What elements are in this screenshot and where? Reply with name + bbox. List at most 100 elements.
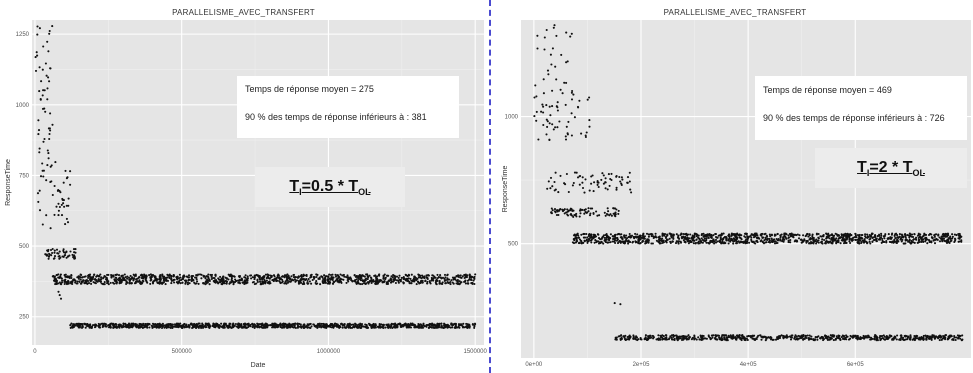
- data-point: [37, 133, 40, 136]
- data-point: [618, 335, 621, 338]
- data-point: [608, 184, 611, 187]
- data-point: [612, 207, 615, 210]
- data-point: [932, 239, 935, 242]
- data-point: [283, 282, 286, 285]
- data-point: [130, 277, 133, 280]
- data-point: [772, 338, 775, 341]
- data-point: [69, 326, 72, 329]
- data-point: [790, 232, 793, 235]
- data-point: [628, 335, 631, 338]
- data-point: [386, 282, 389, 285]
- data-point: [295, 279, 298, 282]
- data-point: [245, 323, 248, 326]
- data-point: [124, 324, 127, 327]
- data-point: [140, 273, 143, 276]
- data-point: [460, 281, 463, 284]
- data-point: [805, 241, 808, 244]
- data-point: [695, 235, 698, 238]
- data-point: [950, 239, 953, 242]
- data-point: [573, 116, 576, 119]
- data-point: [548, 122, 551, 125]
- data-point: [583, 232, 586, 236]
- data-point: [588, 214, 592, 217]
- data-point: [583, 191, 586, 194]
- data-point: [699, 338, 702, 341]
- data-point: [545, 133, 548, 136]
- data-point: [324, 324, 327, 327]
- data-point: [906, 336, 909, 339]
- data-point: [292, 276, 296, 279]
- data-point: [39, 175, 43, 178]
- data-point: [666, 238, 669, 241]
- data-point: [734, 235, 737, 238]
- data-point: [336, 274, 339, 277]
- data-point: [889, 236, 892, 239]
- data-point: [937, 233, 940, 236]
- data-point: [338, 325, 341, 328]
- data-point: [315, 275, 318, 279]
- data-point: [621, 237, 624, 240]
- data-point: [471, 323, 474, 326]
- data-point: [373, 325, 376, 328]
- data-point: [174, 325, 177, 328]
- data-point: [47, 157, 50, 160]
- data-point: [222, 281, 226, 285]
- data-point: [545, 28, 548, 32]
- data-point: [874, 236, 877, 239]
- data-point: [662, 337, 665, 340]
- data-point: [546, 125, 549, 128]
- data-point: [438, 322, 441, 325]
- data-point: [565, 31, 568, 34]
- formula-sub-ol: OL: [358, 187, 371, 198]
- data-point: [634, 232, 637, 235]
- data-point: [545, 104, 548, 107]
- data-point: [731, 238, 734, 241]
- data-point: [440, 326, 444, 329]
- data-point: [607, 173, 610, 176]
- data-point: [588, 119, 591, 122]
- data-point: [555, 34, 558, 37]
- y-tick-label: 250: [19, 315, 30, 321]
- data-point: [784, 232, 787, 235]
- data-point: [553, 180, 556, 184]
- data-point: [944, 235, 947, 238]
- data-point: [912, 238, 915, 241]
- data-point: [585, 232, 588, 236]
- data-point: [630, 191, 633, 194]
- data-point: [62, 199, 65, 202]
- data-point: [288, 325, 291, 328]
- data-point: [420, 277, 423, 280]
- data-point: [817, 232, 820, 236]
- data-point: [95, 279, 98, 283]
- data-point: [272, 274, 276, 277]
- data-point: [851, 336, 854, 339]
- data-point: [581, 208, 584, 211]
- data-point: [423, 276, 426, 280]
- data-point: [146, 323, 149, 327]
- data-point: [57, 214, 60, 217]
- data-point: [811, 236, 814, 239]
- data-point: [410, 323, 413, 327]
- data-point: [73, 279, 76, 282]
- data-point: [65, 204, 68, 207]
- data-point: [132, 273, 135, 276]
- data-point: [135, 278, 138, 281]
- data-point: [155, 277, 158, 280]
- data-point: [48, 252, 51, 255]
- data-point: [934, 336, 937, 340]
- data-point: [588, 125, 591, 128]
- data-point: [186, 325, 189, 328]
- data-point: [115, 282, 118, 285]
- data-point: [78, 325, 82, 328]
- data-point: [565, 172, 568, 176]
- data-point: [103, 283, 106, 286]
- data-point: [293, 278, 297, 281]
- data-point: [234, 278, 237, 281]
- data-point: [650, 242, 653, 245]
- data-point: [194, 282, 197, 285]
- data-point: [394, 281, 397, 285]
- data-point: [115, 273, 119, 276]
- data-point: [576, 176, 580, 179]
- chart-title: PARALLELISME_AVEC_TRANSFERT: [172, 8, 315, 17]
- data-point: [700, 237, 703, 240]
